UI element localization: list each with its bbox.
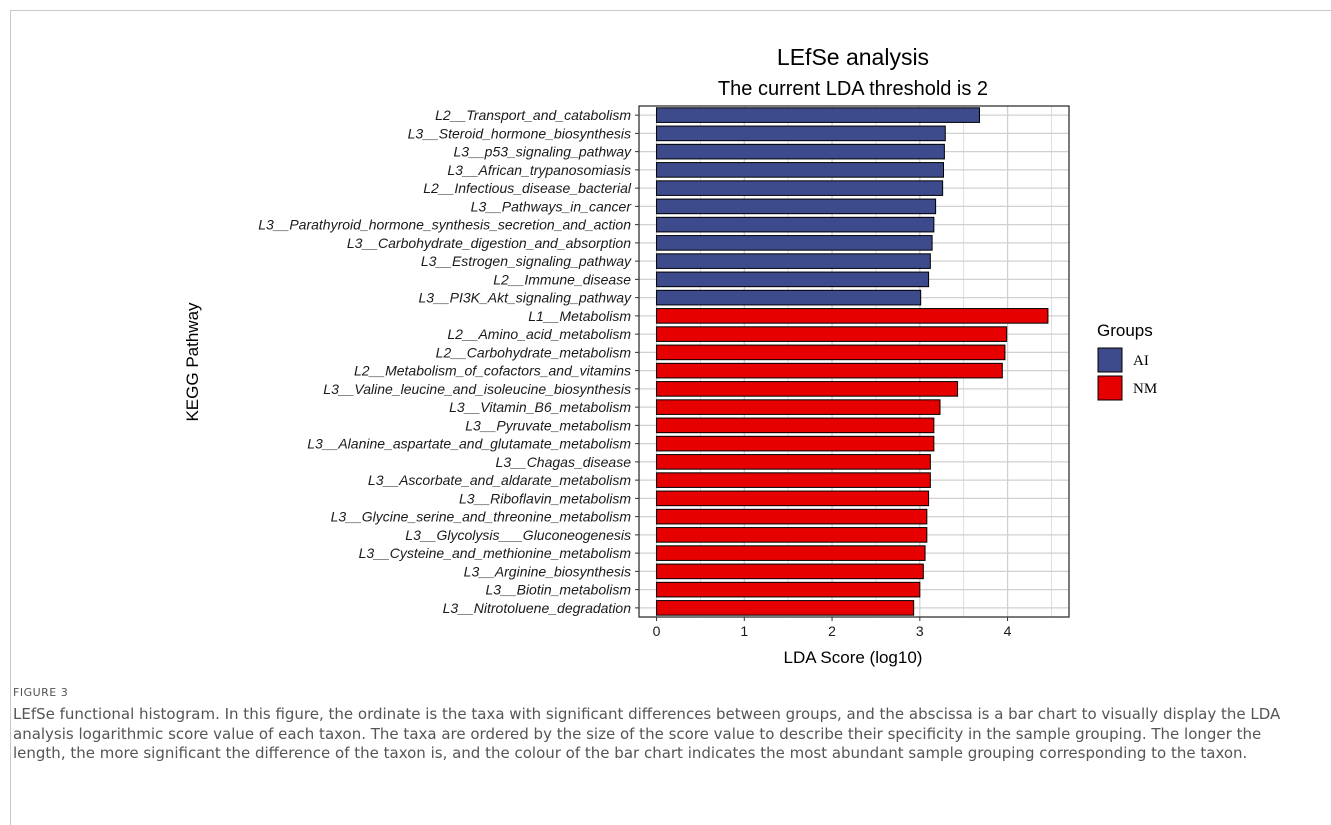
figure-caption: FIGURE 3 LEfSe functional histogram. In … (13, 686, 1318, 764)
bar-L2__Carbohydrate_metabolism (656, 344, 1006, 361)
bar-L3__Riboflavin_metabolism (656, 490, 930, 507)
y-tick-label: L3__African_trypanosomiasis (447, 162, 631, 178)
bar-L3__Arginine_biosynthesis (656, 563, 924, 580)
bar-L3__PI3K_Akt_signaling_pathway (656, 289, 922, 306)
y-tick-label: L2__Immune_disease (493, 271, 631, 287)
bar-L3__Pyruvate_metabolism (656, 417, 935, 434)
y-tick-label: L3__Steroid_hormone_biosynthesis (408, 125, 631, 141)
y-tick-label: L3__Pyruvate_metabolism (465, 417, 631, 433)
y-tick-label: L3__Alanine_aspartate_and_glutamate_meta… (307, 436, 631, 452)
y-tick-label: L3__Chagas_disease (496, 454, 632, 470)
bar-L2__Amino_acid_metabolism (656, 326, 1008, 342)
y-tick-label: L3__Pathways_in_cancer (471, 198, 633, 214)
legend-label-AI: AI (1133, 353, 1149, 369)
legend-key-NM (1097, 375, 1123, 401)
y-tick-label: L3__Valine_leucine_and_isoleucine_biosyn… (323, 381, 631, 397)
bar-L3__Cysteine_and_methionine_metabolism (656, 545, 926, 561)
bar-L2__Infectious_disease_bacterial (656, 180, 944, 196)
bar-L1__Metabolism (656, 308, 1049, 324)
legend: Groups AI NM (1097, 321, 1157, 401)
y-tick-label: L3__Parathyroid_hormone_synthesis_secret… (258, 217, 631, 233)
legend-title: Groups (1097, 321, 1153, 340)
bar-L3__Steroid_hormone_biosynthesis (656, 125, 946, 142)
y-tick-label: L3__Cysteine_and_methionine_metabolism (359, 545, 632, 561)
x-tick-label: 1 (740, 623, 748, 639)
bar-L3__Carbohydrate_digestion_and_absorption (656, 235, 933, 251)
bar-L3__Ascorbate_and_aldarate_metabolism (656, 472, 931, 488)
y-tick-label: L2__Infectious_disease_bacterial (423, 180, 632, 196)
y-tick-label: L3__Ascorbate_and_aldarate_metabolism (368, 472, 631, 488)
figure-frame (10, 10, 1331, 825)
y-tick-label: L2__Amino_acid_metabolism (447, 326, 631, 342)
bar-L2__Immune_disease (656, 271, 930, 288)
bar-L3__Glycolysis___Gluconeogenesis (656, 527, 928, 543)
bar-L3__African_trypanosomiasis (656, 162, 945, 178)
plot-area: L2__Transport_and_catabolism L3__Steroid_… (258, 105, 1070, 639)
bar-L3__Parathyroid_hormone_synthesis_secretion_and_action (656, 216, 935, 233)
y-tick-label: L2__Transport_and_catabolism (435, 107, 631, 123)
bar-L3__Chagas_disease (656, 454, 931, 470)
x-tick-label: 2 (828, 623, 836, 639)
bar-L3__Estrogen_signaling_pathway (656, 253, 931, 269)
legend-key-AI (1097, 347, 1123, 373)
y-tick-label: L3__Estrogen_signaling_pathway (421, 253, 632, 269)
y-tick-label: L1__Metabolism (528, 308, 631, 324)
x-tick-label: 0 (653, 623, 661, 639)
bar-L2__Transport_and_catabolism (656, 107, 980, 123)
y-tick-label: L3__p53_signaling_pathway (454, 144, 632, 160)
y-tick-label: L3__Nitrotoluene_degradation (443, 600, 632, 616)
y-tick-label: L3__Riboflavin_metabolism (459, 490, 631, 506)
y-tick-label: L3__Arginine_biosynthesis (464, 563, 631, 579)
bar-L3__Alanine_aspartate_and_glutamate_metabolism (656, 435, 935, 452)
x-tick-label: 3 (916, 623, 924, 639)
figure-caption-text: LEfSe functional histogram. In this figu… (13, 705, 1281, 762)
plot-border (638, 105, 1070, 618)
legend-label-NM: NM (1133, 381, 1157, 397)
y-tick-label: L3__Biotin_metabolism (485, 582, 631, 598)
y-tick-label: L3__Glycolysis___Gluconeogenesis (405, 527, 631, 543)
x-tick-label: 4 (1004, 623, 1012, 639)
y-axis-label: KEGG Pathway (183, 302, 202, 422)
y-tick-label: L3__Vitamin_B6_metabolism (449, 399, 631, 415)
figure-label: FIGURE 3 (13, 686, 69, 699)
bar-L3__Nitrotoluene_degradation (656, 600, 915, 616)
chart-subtitle: The current LDA threshold is 2 (718, 78, 988, 100)
bar-L3__Vitamin_B6_metabolism (656, 399, 941, 415)
y-tick-label: L2__Metabolism_of_cofactors_and_vitamins (354, 363, 631, 379)
bar-L2__Metabolism_of_cofactors_and_vitamins (656, 362, 1003, 379)
bar-L3__p53_signaling_pathway (656, 143, 945, 160)
y-tick-label: L2__Carbohydrate_metabolism (436, 344, 632, 360)
bar-L3__Glycine_serine_and_threonine_metabolism (656, 508, 928, 525)
y-tick-label: L3__Carbohydrate_digestion_and_absorptio… (347, 235, 631, 251)
lefse-bar-chart: LEfSe analysis The current LDA threshold… (183, 44, 1157, 667)
bar-L3__Biotin_metabolism (656, 581, 921, 598)
bar-L3__Pathways_in_cancer (656, 198, 937, 215)
chart-title: LEfSe analysis (777, 44, 929, 70)
y-tick-label: L3__Glycine_serine_and_threonine_metabol… (331, 509, 632, 525)
x-axis-label: LDA Score (log10) (784, 648, 923, 667)
bar-L3__Valine_leucine_and_isoleucine_biosynthesis (656, 381, 959, 397)
y-tick-label: L3__PI3K_Akt_signaling_pathway (419, 290, 632, 306)
